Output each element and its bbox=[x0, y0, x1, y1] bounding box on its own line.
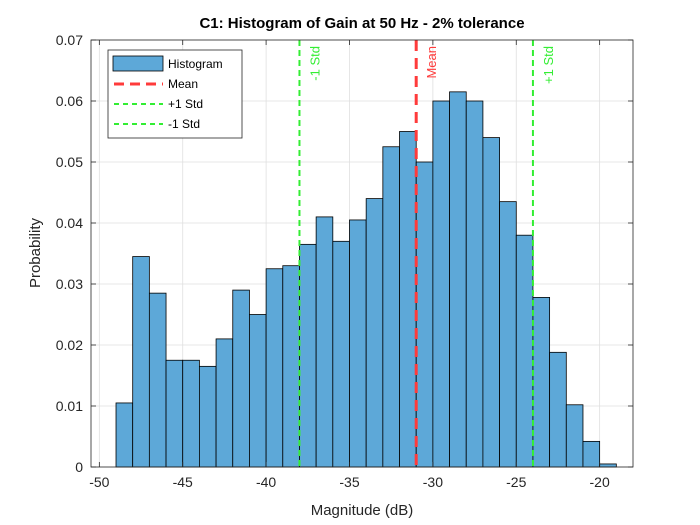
ref-line-label: Mean bbox=[424, 46, 439, 79]
y-tick-label: 0.05 bbox=[56, 154, 83, 170]
histogram-bar bbox=[515, 234, 534, 468]
histogram-bar bbox=[349, 219, 367, 468]
y-tick-label: 0.03 bbox=[56, 276, 83, 292]
y-axis-label: Probability bbox=[27, 217, 44, 288]
histogram-bar bbox=[432, 100, 450, 468]
x-tick-label: -45 bbox=[173, 474, 193, 490]
histogram-bar bbox=[115, 402, 134, 468]
histogram-bar bbox=[399, 131, 417, 468]
y-axis-ticks: 0 0.01 0.02 0.03 0.04 0.05 0.06 0.07 bbox=[56, 32, 633, 475]
legend-label-plus-std: +1 Std bbox=[168, 97, 203, 111]
y-tick-label: 0 bbox=[75, 459, 83, 475]
x-axis-label: Magnitude (dB) bbox=[311, 502, 414, 519]
histogram-bar bbox=[132, 256, 150, 468]
histogram-bar bbox=[299, 243, 317, 468]
histogram-bar bbox=[282, 265, 300, 468]
y-tick-label: 0.01 bbox=[56, 398, 83, 414]
histogram-bar bbox=[232, 289, 250, 468]
histogram-bars bbox=[115, 91, 617, 468]
x-tick-label: -25 bbox=[506, 474, 526, 490]
histogram-bar bbox=[148, 292, 167, 468]
histogram-bar bbox=[482, 137, 500, 468]
legend-box bbox=[107, 49, 243, 139]
histogram-bar bbox=[315, 216, 334, 468]
histogram-bar bbox=[599, 463, 617, 468]
y-tick-label: 0.02 bbox=[56, 337, 83, 353]
ref-line-label: -1 Std bbox=[307, 46, 322, 81]
y-tick-label: 0.07 bbox=[56, 32, 83, 48]
legend-histogram-swatch bbox=[112, 55, 164, 72]
histogram-bar bbox=[382, 146, 400, 468]
histogram-bar bbox=[249, 314, 267, 468]
histogram-bar bbox=[549, 351, 567, 468]
histogram-bar bbox=[365, 198, 384, 468]
x-tick-label: -40 bbox=[256, 474, 276, 490]
y-tick-label: 0.06 bbox=[56, 93, 83, 109]
legend-label-mean: Mean bbox=[168, 77, 198, 91]
histogram-bar bbox=[499, 201, 517, 468]
x-axis-ticks: -50 -45 -40 -35 -30 -25 -20 bbox=[89, 40, 610, 490]
y-tick-label: 0.04 bbox=[56, 215, 83, 231]
legend-label-histogram: Histogram bbox=[168, 57, 223, 71]
histogram-bar bbox=[449, 91, 467, 468]
ref-line-label: +1 Std bbox=[541, 46, 556, 84]
legend: Histogram Mean +1 Std -1 Std bbox=[107, 49, 243, 139]
histogram-bar bbox=[198, 365, 217, 468]
plot-frame bbox=[90, 39, 634, 468]
histogram-bar bbox=[532, 297, 551, 468]
histogram-bar bbox=[582, 440, 601, 468]
reference-lines: Mean +1 Std -1 Std bbox=[298, 40, 556, 467]
x-tick-label: -35 bbox=[339, 474, 359, 490]
histogram-bar bbox=[332, 240, 350, 468]
chart-title: C1: Histogram of Gain at 50 Hz - 2% tole… bbox=[199, 15, 524, 32]
x-tick-label: -30 bbox=[423, 474, 443, 490]
histogram-bar bbox=[165, 359, 184, 468]
histogram-bar bbox=[465, 100, 484, 468]
x-tick-label: -20 bbox=[590, 474, 610, 490]
histogram-bar bbox=[265, 268, 284, 468]
legend-label-minus-std: -1 Std bbox=[168, 117, 200, 131]
histogram-bar bbox=[215, 338, 234, 468]
histogram-bar bbox=[415, 161, 434, 468]
x-tick-label: -50 bbox=[89, 474, 109, 490]
histogram-bar bbox=[565, 404, 584, 468]
histogram-bar bbox=[182, 359, 200, 468]
